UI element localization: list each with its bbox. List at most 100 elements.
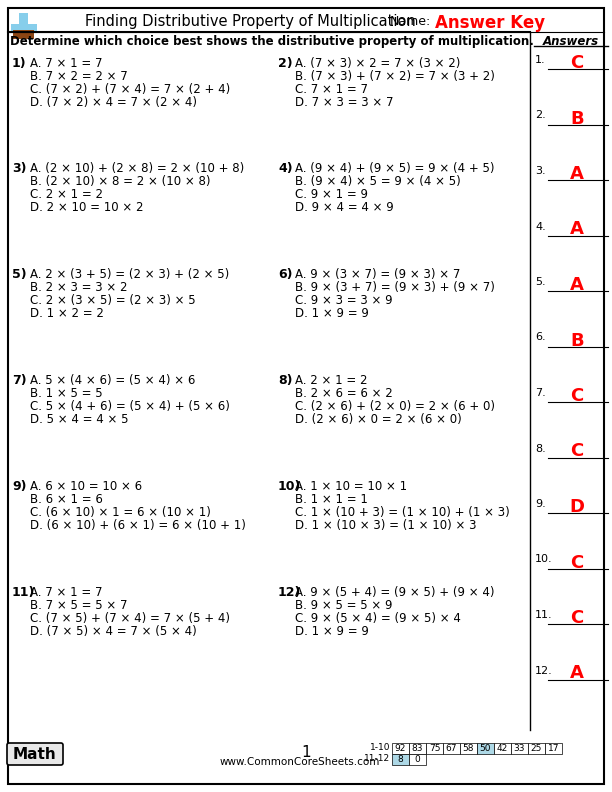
Text: A. 2 × (3 + 5) = (2 × 3) + (2 × 5): A. 2 × (3 + 5) = (2 × 3) + (2 × 5) (30, 268, 230, 281)
Text: A: A (570, 664, 584, 683)
Text: C. 2 × 1 = 2: C. 2 × 1 = 2 (30, 188, 103, 201)
Text: 3): 3) (12, 162, 26, 175)
Text: Math: Math (13, 747, 57, 762)
Text: 67: 67 (446, 744, 457, 753)
Text: www.CommonCoreSheets.com: www.CommonCoreSheets.com (220, 757, 381, 767)
Text: 12): 12) (278, 586, 301, 599)
Text: 25: 25 (531, 744, 542, 753)
Text: B. 1 × 1 = 1: B. 1 × 1 = 1 (295, 493, 368, 506)
Text: B. (7 × 3) + (7 × 2) = 7 × (3 + 2): B. (7 × 3) + (7 × 2) = 7 × (3 + 2) (295, 70, 495, 83)
Text: 11-12: 11-12 (364, 754, 390, 763)
Text: 11): 11) (12, 586, 35, 599)
Text: B. 2 × 6 = 6 × 2: B. 2 × 6 = 6 × 2 (295, 387, 393, 400)
Bar (460, 743, 477, 754)
Text: D. 7 × 3 = 3 × 7: D. 7 × 3 = 3 × 7 (295, 96, 394, 109)
Text: 5.: 5. (535, 277, 546, 287)
Bar (409, 743, 426, 754)
Text: C. 5 × (4 + 6) = (5 × 4) + (5 × 6): C. 5 × (4 + 6) = (5 × 4) + (5 × 6) (30, 400, 230, 413)
Text: C. (7 × 2) + (7 × 4) = 7 × (2 + 4): C. (7 × 2) + (7 × 4) = 7 × (2 + 4) (30, 83, 230, 96)
Bar (477, 743, 494, 754)
Bar (545, 743, 562, 754)
Bar (11, 24, 37, 33)
Text: B. 2 × 3 = 3 × 2: B. 2 × 3 = 3 × 2 (30, 281, 127, 294)
Text: D. 9 × 4 = 4 × 9: D. 9 × 4 = 4 × 9 (295, 201, 394, 214)
Text: 17: 17 (548, 744, 559, 753)
Bar (528, 743, 545, 754)
Text: A. 5 × (4 × 6) = (5 × 4) × 6: A. 5 × (4 × 6) = (5 × 4) × 6 (30, 374, 195, 387)
Text: C. (6 × 10) × 1 = 6 × (10 × 1): C. (6 × 10) × 1 = 6 × (10 × 1) (30, 506, 211, 519)
Bar (392, 743, 409, 754)
Text: C. (2 × 6) + (2 × 0) = 2 × (6 + 0): C. (2 × 6) + (2 × 0) = 2 × (6 + 0) (295, 400, 495, 413)
Text: B. (9 × 4) × 5 = 9 × (4 × 5): B. (9 × 4) × 5 = 9 × (4 × 5) (295, 175, 461, 188)
Text: 33: 33 (513, 744, 525, 753)
Text: C. 9 × 3 = 3 × 9: C. 9 × 3 = 3 × 9 (295, 294, 393, 307)
Text: D: D (570, 498, 584, 516)
Text: B. 1 × 5 = 5: B. 1 × 5 = 5 (30, 387, 103, 400)
Text: 3.: 3. (535, 166, 546, 176)
Text: Name:: Name: (390, 15, 431, 28)
Text: 42: 42 (497, 744, 508, 753)
Text: 6): 6) (278, 268, 293, 281)
Text: A. 2 × 1 = 2: A. 2 × 1 = 2 (295, 374, 367, 387)
Bar (494, 743, 511, 754)
Text: B. 6 × 1 = 6: B. 6 × 1 = 6 (30, 493, 103, 506)
Bar (19, 13, 28, 39)
Text: C: C (570, 443, 584, 460)
Text: A: A (570, 220, 584, 238)
Text: D. (7 × 2) × 4 = 7 × (2 × 4): D. (7 × 2) × 4 = 7 × (2 × 4) (30, 96, 197, 109)
Text: B. 7 × 2 = 2 × 7: B. 7 × 2 = 2 × 7 (30, 70, 128, 83)
Text: Answer Key: Answer Key (435, 14, 545, 32)
Text: B. 9 × 5 = 5 × 9: B. 9 × 5 = 5 × 9 (295, 599, 392, 612)
Text: C. 7 × 1 = 7: C. 7 × 1 = 7 (295, 83, 368, 96)
Text: D. 1 × 9 = 9: D. 1 × 9 = 9 (295, 307, 369, 320)
Text: 5): 5) (12, 268, 27, 281)
Text: D. 1 × (10 × 3) = (1 × 10) × 3: D. 1 × (10 × 3) = (1 × 10) × 3 (295, 519, 477, 532)
Text: C: C (570, 387, 584, 405)
Text: 2.: 2. (535, 111, 546, 120)
Text: D. (6 × 10) + (6 × 1) = 6 × (10 + 1): D. (6 × 10) + (6 × 1) = 6 × (10 + 1) (30, 519, 246, 532)
Text: A. (7 × 3) × 2 = 7 × (3 × 2): A. (7 × 3) × 2 = 7 × (3 × 2) (295, 57, 460, 70)
Text: B. 7 × 5 = 5 × 7: B. 7 × 5 = 5 × 7 (30, 599, 127, 612)
Text: 11.: 11. (535, 610, 553, 620)
Bar (511, 743, 528, 754)
Bar (409, 754, 426, 765)
Text: A. 9 × (3 × 7) = (9 × 3) × 7: A. 9 × (3 × 7) = (9 × 3) × 7 (295, 268, 460, 281)
Text: A. 7 × 1 = 7: A. 7 × 1 = 7 (30, 586, 102, 599)
Text: B: B (570, 109, 584, 128)
Text: A. (2 × 10) + (2 × 8) = 2 × (10 + 8): A. (2 × 10) + (2 × 8) = 2 × (10 + 8) (30, 162, 244, 175)
Text: 8): 8) (278, 374, 293, 387)
Text: 6.: 6. (535, 333, 546, 342)
Text: C. 9 × 1 = 9: C. 9 × 1 = 9 (295, 188, 368, 201)
Text: 1.: 1. (535, 55, 546, 65)
Text: D. 1 × 2 = 2: D. 1 × 2 = 2 (30, 307, 104, 320)
Text: 83: 83 (412, 744, 424, 753)
Text: C: C (570, 54, 584, 72)
Text: 12.: 12. (535, 665, 553, 676)
Text: Answers: Answers (543, 35, 599, 48)
Text: D. 2 × 10 = 10 × 2: D. 2 × 10 = 10 × 2 (30, 201, 143, 214)
Bar (392, 754, 409, 765)
Text: A. 6 × 10 = 10 × 6: A. 6 × 10 = 10 × 6 (30, 480, 142, 493)
Text: 0: 0 (414, 755, 420, 764)
Text: 8.: 8. (535, 444, 546, 454)
Text: 4): 4) (278, 162, 293, 175)
Text: 9.: 9. (535, 499, 546, 509)
Bar (13, 30, 34, 39)
Text: 1-10: 1-10 (370, 743, 390, 752)
Text: 7.: 7. (535, 388, 546, 398)
Text: 75: 75 (429, 744, 440, 753)
Text: 8: 8 (398, 755, 403, 764)
Text: D. 5 × 4 = 4 × 5: D. 5 × 4 = 4 × 5 (30, 413, 129, 426)
Text: 92: 92 (395, 744, 406, 753)
Bar (443, 743, 460, 754)
Text: A. (9 × 4) + (9 × 5) = 9 × (4 + 5): A. (9 × 4) + (9 × 5) = 9 × (4 + 5) (295, 162, 494, 175)
Text: C: C (570, 609, 584, 627)
Text: C. (7 × 5) + (7 × 4) = 7 × (5 + 4): C. (7 × 5) + (7 × 4) = 7 × (5 + 4) (30, 612, 230, 625)
Text: A. 9 × (5 + 4) = (9 × 5) + (9 × 4): A. 9 × (5 + 4) = (9 × 5) + (9 × 4) (295, 586, 494, 599)
Text: 1): 1) (12, 57, 27, 70)
Text: B. 9 × (3 + 7) = (9 × 3) + (9 × 7): B. 9 × (3 + 7) = (9 × 3) + (9 × 7) (295, 281, 495, 294)
Text: 50: 50 (480, 744, 491, 753)
Text: A: A (570, 276, 584, 294)
Text: 10.: 10. (535, 554, 553, 565)
Text: C: C (570, 554, 584, 572)
